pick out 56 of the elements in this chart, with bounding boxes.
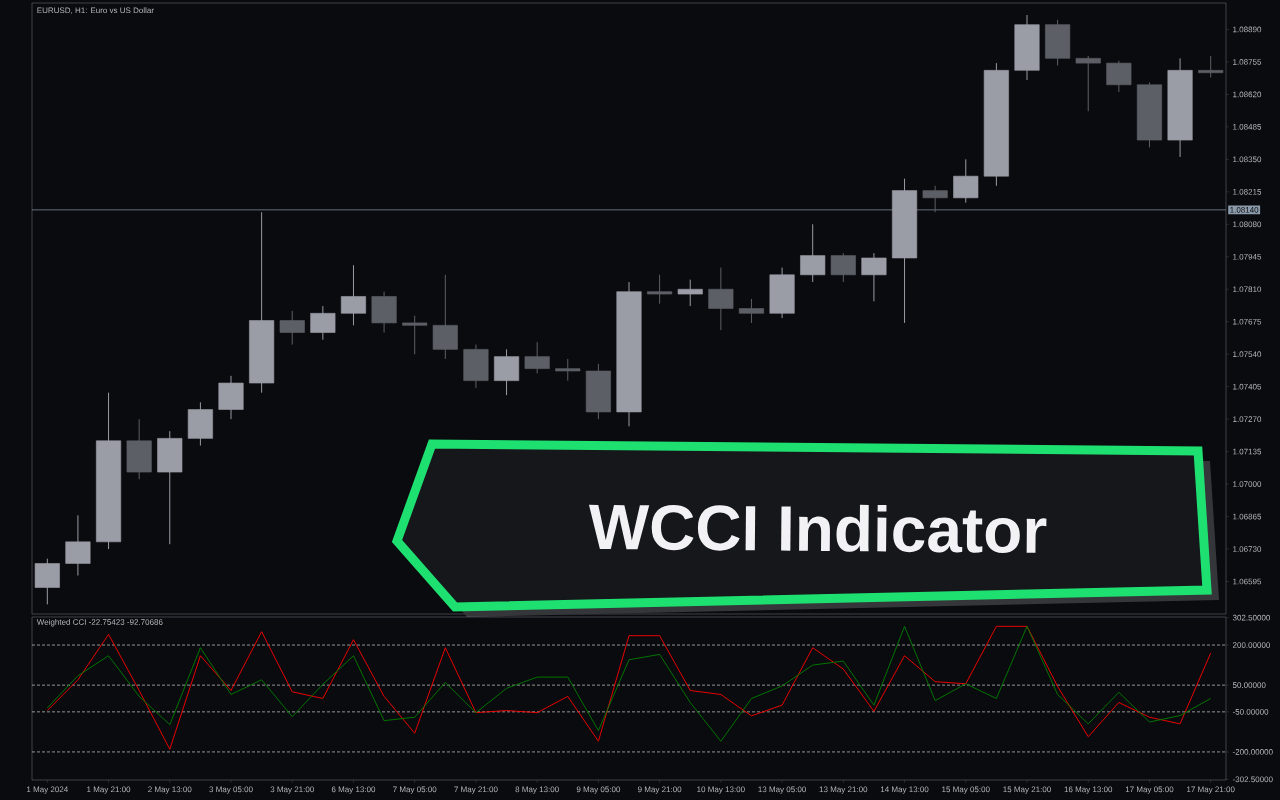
y-tick-label: 1.07945 (1233, 253, 1262, 260)
y-tick-label: 1.07270 (1233, 416, 1262, 422)
x-tick-label: 8 May 13:00 (515, 786, 559, 794)
candlestick (1075, 55, 1101, 112)
x-tick-label: 2 May 13:00 (148, 786, 192, 794)
y-tick-label: 1.06730 (1233, 546, 1262, 552)
x-tick-label: 3 May 05:00 (209, 786, 253, 794)
y-tick-label: -200.00000 (1232, 749, 1273, 755)
y-tick-label: 1.08485 (1233, 124, 1262, 130)
y-tick-label: 1.08080 (1233, 221, 1262, 228)
x-tick-label: 13 May 05:00 (758, 786, 806, 794)
y-tick-label: 1.06595 (1233, 578, 1262, 585)
candlestick (647, 274, 673, 305)
x-tick-label: 17 May 05:00 (1125, 786, 1174, 794)
annotation: WCCI Indicator (588, 504, 1047, 554)
candlestick (738, 298, 765, 324)
y-tick-label: 1.07000 (1233, 481, 1262, 487)
x-tick-label: 7 May 05:00 (393, 786, 437, 794)
y-tick-label: 1.07810 (1233, 286, 1262, 293)
y-tick-label: 1.07675 (1233, 318, 1262, 325)
y-tick-label: 1.08350 (1233, 156, 1262, 163)
y-tick-label: 1.06865 (1233, 513, 1262, 520)
x-tick-label: 13 May 21:00 (819, 786, 868, 794)
x-tick-label: 17 May 21:00 (1187, 786, 1235, 794)
y-tick-label: -50.00000 (1232, 709, 1269, 715)
ref-line-label: 1.08140 (1230, 207, 1259, 213)
y-tick-label: 50.00000 (1232, 682, 1266, 688)
x-tick-label: 1 May 2024 (27, 786, 68, 794)
candlestick (922, 185, 948, 213)
y-tick-label: 1.08620 (1233, 91, 1262, 98)
y-tick-label: -302.50000 (1232, 776, 1273, 783)
chart-title: Weighted CCI -22.75423 -92.70686 (36, 619, 163, 627)
x-tick-label: 6 May 13:00 (331, 786, 376, 794)
y-tick-label: 1.07540 (1233, 351, 1262, 358)
x-tick-label: 15 May 21:00 (1003, 786, 1051, 794)
x-tick-label: 15 May 05:00 (942, 786, 990, 794)
x-tick-label: 9 May 05:00 (576, 786, 621, 794)
x-tick-label: 3 May 21:00 (270, 786, 314, 794)
candlestick (677, 279, 703, 307)
x-tick-label: 14 May 13:00 (880, 786, 929, 794)
y-tick-label: 1.07135 (1233, 448, 1262, 455)
y-tick-label: 1.07405 (1233, 383, 1262, 390)
x-tick-label: 9 May 21:00 (637, 786, 682, 794)
chart-title: EURUSD, H1: Euro vs US Dollar (37, 7, 154, 15)
x-tick-label: 16 May 13:00 (1064, 786, 1113, 794)
x-tick-label: 7 May 21:00 (454, 786, 498, 794)
y-tick-label: 1.08215 (1233, 188, 1262, 195)
y-tick-label: 200.00000 (1232, 642, 1271, 648)
x-tick-label: 1 May 21:00 (87, 786, 131, 794)
candlestick (555, 358, 581, 382)
y-tick-label: 1.08755 (1233, 59, 1262, 65)
y-tick-label: 1.08890 (1233, 26, 1262, 33)
x-tick-label: 10 May 13:00 (697, 786, 745, 794)
y-tick-label: 302.50000 (1232, 614, 1271, 621)
candlestick (402, 315, 428, 355)
candlestick (1198, 55, 1224, 79)
